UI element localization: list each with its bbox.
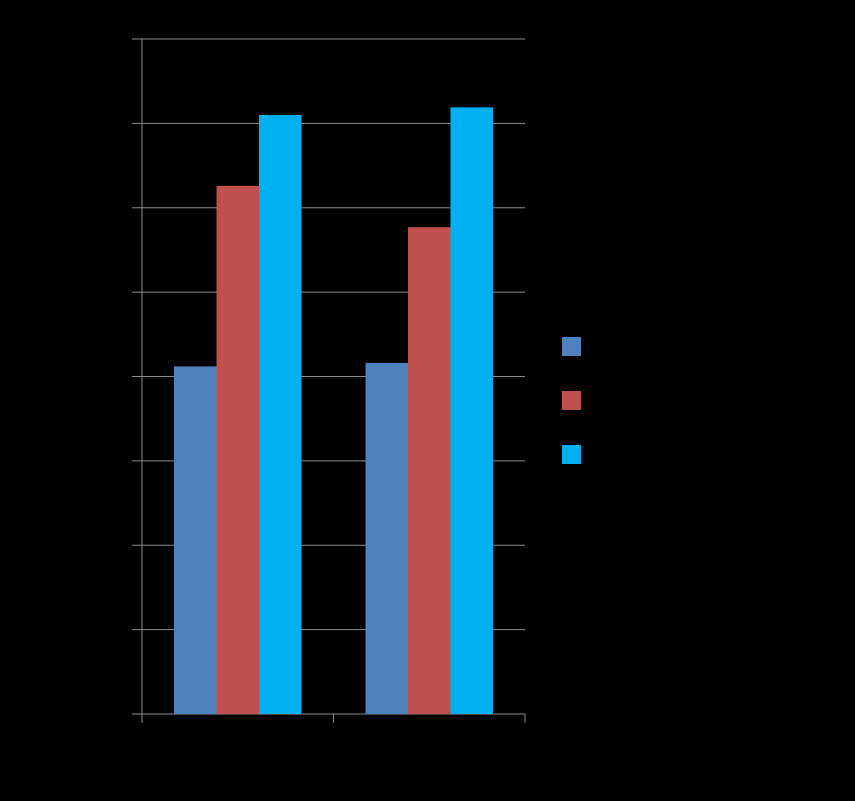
bar xyxy=(174,366,217,714)
legend-swatch xyxy=(562,391,581,410)
bar xyxy=(259,114,302,714)
bar xyxy=(365,363,408,714)
legend-swatch xyxy=(562,337,581,356)
bar xyxy=(450,107,493,714)
legend-swatch xyxy=(562,445,581,464)
bar xyxy=(216,185,259,714)
bar xyxy=(408,227,451,714)
